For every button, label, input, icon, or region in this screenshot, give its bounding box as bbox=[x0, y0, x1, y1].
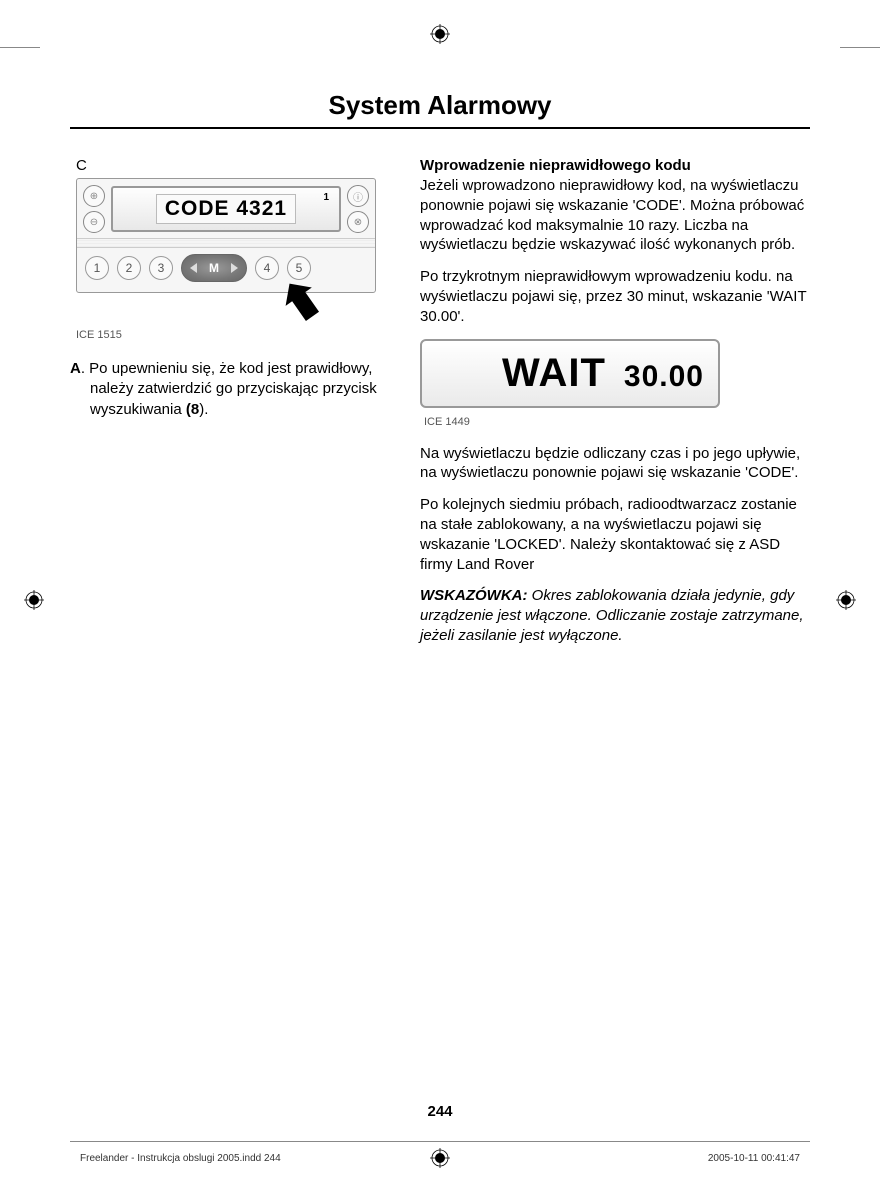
wait-lcd-figure: WAIT 30.00 bbox=[420, 339, 720, 408]
radio-small-button-icon: ⊕ bbox=[83, 185, 105, 207]
step-text-end: ). bbox=[199, 401, 208, 418]
paragraph: Jeżeli wprowadzono nieprawidłowy kod, na… bbox=[420, 176, 810, 255]
paragraph: Po trzykrotnym nieprawidłowym wprowadzen… bbox=[420, 267, 810, 326]
lcd-superscript: 1 bbox=[323, 192, 329, 203]
wait-word: WAIT bbox=[502, 351, 606, 396]
registration-mark-icon bbox=[430, 1148, 450, 1168]
step-a: A. Po upewnieniu się, że kod jest prawid… bbox=[70, 359, 390, 420]
right-column: Wprowadzenie nieprawidłowego kodu Jeżeli… bbox=[420, 157, 810, 658]
figure-label: C bbox=[76, 157, 390, 174]
step-text: . Po upewnieniu się, że kod jest prawidł… bbox=[81, 360, 377, 418]
step-letter: A bbox=[70, 360, 81, 377]
preset-button: 3 bbox=[149, 256, 173, 280]
wait-number: 30.00 bbox=[624, 360, 704, 394]
paragraph: Po kolejnych siedmiu próbach, radioodtwa… bbox=[420, 495, 810, 574]
figure-caption: ICE 1515 bbox=[76, 329, 390, 341]
footer-timestamp: 2005-10-11 00:41:47 bbox=[708, 1153, 800, 1164]
radio-small-button-icon: ⊖ bbox=[83, 211, 105, 233]
arrow-pointer-icon bbox=[279, 278, 323, 322]
radio-panel-figure: ⊕ ⊖ CODE 4321 1 ⓘ ⊗ 1 2 3 bbox=[76, 178, 376, 293]
preset-button: 4 bbox=[255, 256, 279, 280]
radio-lcd-display: CODE 4321 1 bbox=[111, 186, 341, 232]
left-column: C ⊕ ⊖ CODE 4321 1 ⓘ ⊗ bbox=[70, 157, 390, 658]
radio-top-row: ⊕ ⊖ CODE 4321 1 ⓘ ⊗ bbox=[83, 185, 369, 233]
radio-separator bbox=[77, 238, 375, 248]
two-column-layout: C ⊕ ⊖ CODE 4321 1 ⓘ ⊗ bbox=[70, 157, 810, 658]
figure-caption: ICE 1449 bbox=[424, 416, 810, 428]
note-paragraph: WSKAZÓWKA: Okres zablokowania działa jed… bbox=[420, 586, 810, 645]
page-content: System Alarmowy C ⊕ ⊖ CODE 4321 1 ⓘ bbox=[0, 0, 880, 658]
preset-button: 2 bbox=[117, 256, 141, 280]
note-label: WSKAZÓWKA: bbox=[420, 587, 527, 604]
paragraph: Na wyświetlaczu będzie odliczany czas i … bbox=[420, 444, 810, 484]
m-label: M bbox=[209, 261, 219, 275]
lcd-text: CODE 4321 bbox=[156, 194, 296, 224]
left-side-buttons: ⊕ ⊖ bbox=[83, 185, 105, 233]
radio-bottom-row: 1 2 3 M 4 5 bbox=[83, 252, 369, 284]
footer-filename: Freelander - Instrukcja obslugi 2005.ind… bbox=[80, 1153, 281, 1164]
preset-button: 5 bbox=[287, 256, 311, 280]
page-number: 244 bbox=[0, 1103, 880, 1120]
radio-small-button-icon: ⊗ bbox=[347, 211, 369, 233]
preset-button: 1 bbox=[85, 256, 109, 280]
footer-rule bbox=[70, 1141, 810, 1142]
right-side-buttons: ⓘ ⊗ bbox=[347, 185, 369, 233]
step-num: (8 bbox=[186, 401, 199, 418]
page-title: System Alarmowy bbox=[70, 90, 810, 121]
title-rule bbox=[70, 127, 810, 129]
radio-small-button-icon: ⓘ bbox=[347, 185, 369, 207]
m-seek-button: M bbox=[181, 254, 247, 282]
section-heading: Wprowadzenie nieprawidłowego kodu bbox=[420, 157, 810, 174]
